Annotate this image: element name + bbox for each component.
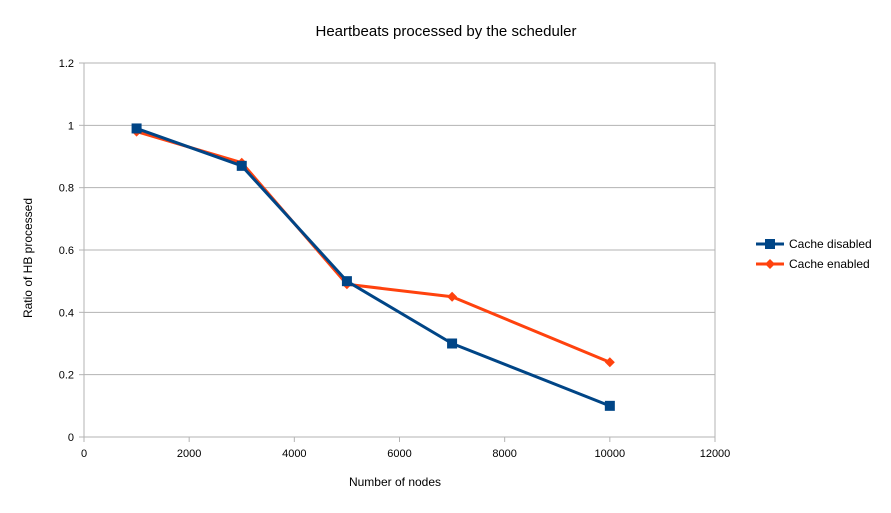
y-tick-label: 0 [68, 432, 74, 444]
y-tick-label: 0.8 [59, 183, 74, 195]
legend: Cache disabled Cache enabled [756, 237, 872, 271]
x-tick-label: 10000 [595, 448, 626, 460]
y-tick-label: 0.2 [59, 370, 74, 382]
legend-marker [765, 239, 775, 249]
legend-item: Cache enabled [756, 257, 870, 271]
chart-title: Heartbeats processed by the scheduler [316, 23, 577, 40]
series-layer [131, 123, 615, 411]
x-tick-label: 0 [81, 448, 87, 460]
x-tick-label: 2000 [177, 448, 201, 460]
data-point [604, 400, 615, 411]
x-tick-label: 8000 [492, 448, 516, 460]
x-tick-labels: 0 2000 4000 6000 8000 10000 12000 [81, 448, 730, 460]
data-point [236, 160, 247, 171]
legend-label: Cache enabled [789, 257, 870, 271]
data-point [447, 338, 458, 349]
y-tick-label: 0.6 [59, 245, 74, 257]
y-axis-label: Ratio of HB processed [21, 198, 35, 318]
legend-label: Cache disabled [789, 237, 872, 251]
x-axis-label: Number of nodes [349, 475, 441, 489]
series-cache-disabled [131, 123, 615, 411]
data-point [341, 276, 352, 287]
x-tick-label: 12000 [700, 448, 731, 460]
grid-lines [79, 62, 716, 442]
y-tick-labels: 0 0.2 0.4 0.6 0.8 1 1.2 [59, 58, 74, 444]
data-point [604, 357, 615, 368]
x-tick-label: 6000 [387, 448, 411, 460]
data-point [447, 291, 458, 302]
data-point [131, 123, 142, 134]
y-tick-label: 1 [68, 120, 74, 132]
y-tick-label: 0.4 [59, 307, 74, 319]
y-tick-label: 1.2 [59, 58, 74, 70]
legend-marker [765, 259, 775, 269]
legend-item: Cache disabled [756, 237, 872, 251]
x-tick-label: 4000 [282, 448, 306, 460]
